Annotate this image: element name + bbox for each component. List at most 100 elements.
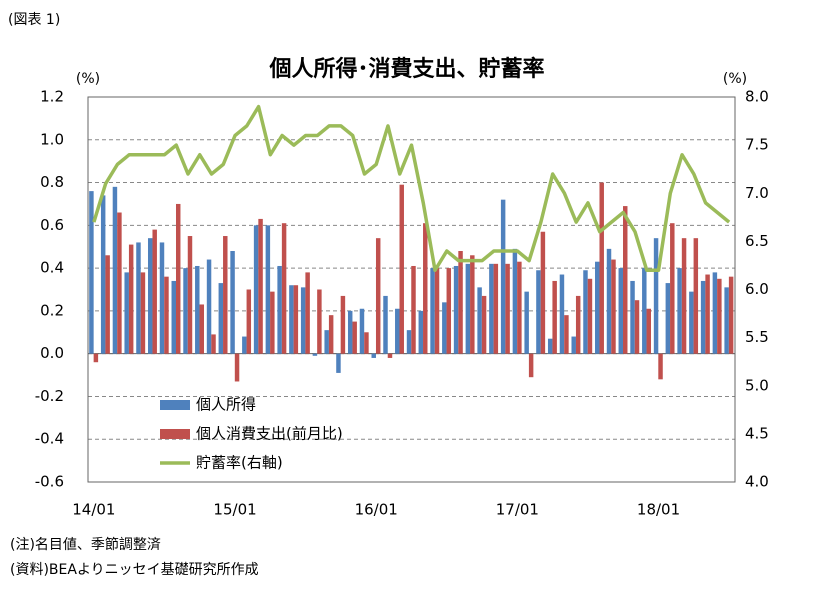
y-tick-label: 0.4 [40,259,64,277]
y-tick-label: 1.0 [40,130,64,148]
bar [606,248,612,354]
bar [681,238,687,354]
y2-tick-label: 7.5 [745,136,769,154]
bar [253,225,259,354]
bar [258,218,263,354]
x-tick-label: 17/01 [496,501,539,519]
bar [281,223,287,354]
bar [399,184,404,354]
bar [536,270,541,354]
bar [223,236,228,354]
bar [140,272,146,354]
bar [128,244,134,354]
y2-tick-label: 5.5 [745,328,769,346]
x-tick-label: 16/01 [355,501,398,519]
bar [653,238,659,354]
bar [458,251,463,354]
bar [571,336,576,354]
bar [728,276,734,354]
bar [665,283,671,354]
bar [187,236,193,354]
legend-swatch [160,400,190,410]
bar [559,274,565,354]
note: (注)名目値、季節調整済 [10,536,161,553]
bar [305,272,310,354]
bar [364,332,369,354]
y-tick-label: 1.2 [40,88,64,106]
bar [211,334,216,354]
bar [395,308,400,354]
bar [164,276,169,354]
bar [124,272,129,354]
bar [152,229,157,354]
y2-unit: (%) [723,71,747,87]
bar [717,278,722,354]
legend-label: 個人消費支出(前月比) [196,425,343,443]
bar [242,336,247,354]
bar [595,261,600,354]
y-tick-label: -0.4 [35,430,64,448]
bar [328,315,334,354]
y2-tick-label: 6.5 [745,232,769,250]
plot-frame [87,96,736,483]
bar [218,283,224,354]
x-tick-label: 14/01 [72,501,115,519]
bar [93,353,99,363]
bar [89,191,94,354]
bar [658,353,663,380]
bar [117,212,122,354]
legend-label: 個人所得 [196,396,256,414]
bar [265,225,271,354]
y-tick-label: 0.8 [40,173,64,191]
bar [147,238,153,354]
bar [623,206,628,354]
y-tick-label: 0.0 [40,344,64,362]
bar [270,291,275,354]
bar [159,242,165,354]
y2-tick-label: 7.0 [745,184,769,202]
bar [375,238,381,354]
y2-tick-label: 4.0 [745,473,769,491]
bar [677,268,682,354]
bar [246,289,252,354]
bar [183,268,188,354]
bar [470,255,475,354]
bar [289,285,294,354]
bar [324,330,329,354]
bar [670,223,675,354]
bar [423,223,428,354]
bar [352,321,357,354]
bar [336,353,341,373]
x-tick-label: 15/01 [213,501,256,519]
line [92,104,731,272]
legend-label: 貯蓄率(右軸) [196,454,283,472]
bar [175,203,181,354]
bar [195,265,200,354]
bar [477,287,482,354]
bar [634,300,640,354]
bar [583,270,588,354]
bar [465,263,471,354]
bar [646,308,652,354]
bar [693,238,699,354]
bar [418,310,424,354]
bar [630,280,635,354]
bar [206,259,212,354]
y2-tick-label: 4.5 [745,424,769,442]
y2-tick-label: 8.0 [745,88,769,106]
bar [524,291,529,354]
bar [540,231,546,354]
bar [442,302,447,354]
bar [587,278,593,354]
bar [453,265,459,354]
bar [199,304,204,354]
y2-tick-label: 6.0 [745,280,769,298]
bar [112,186,118,354]
bar [552,280,557,354]
bar [136,242,141,354]
bar [234,353,240,382]
bar [512,248,518,354]
bar [517,261,522,354]
bar [724,287,729,354]
